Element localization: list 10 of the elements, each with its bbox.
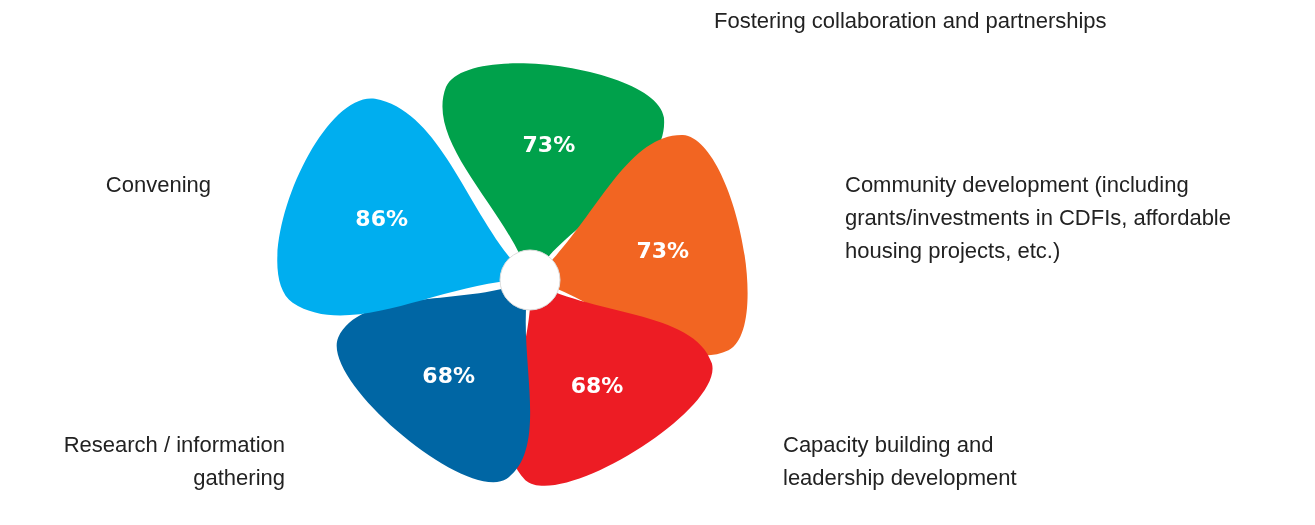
data-label: 68% (570, 373, 624, 399)
data-label: 73% (636, 237, 690, 263)
data-label: 68% (422, 362, 476, 388)
data-label: 86% (355, 206, 409, 232)
data-label: 73% (522, 131, 576, 157)
category-label: Capacity building and leadership development (783, 432, 1017, 490)
category-label: Research / information gathering (63, 432, 285, 490)
category-label: Fostering collaboration and partnerships (714, 8, 1107, 33)
category-label: Convening (105, 172, 211, 197)
category-label: Community development (including grants/investments in CDFIs, affordable housing projects, etc.) (845, 172, 1231, 263)
